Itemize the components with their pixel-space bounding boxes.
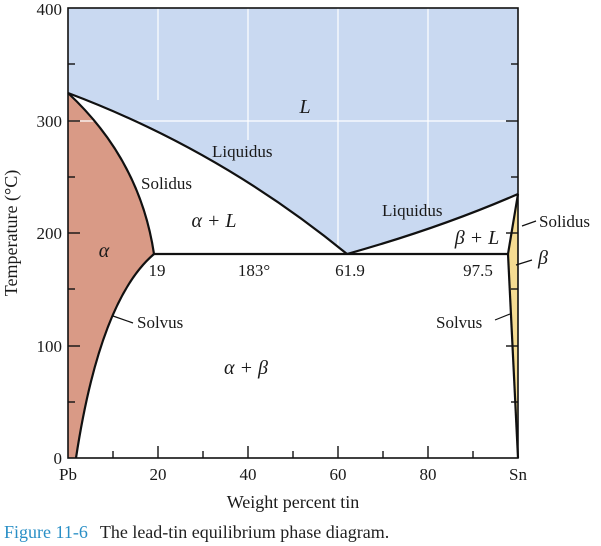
x-tick-label: 40 [240, 465, 257, 484]
eutectic-beta-value: 97.5 [463, 261, 493, 280]
solidus-left-label: Solidus [141, 174, 192, 193]
solvus-right-label: Solvus [436, 313, 482, 332]
alpha-region-label: α [99, 240, 110, 262]
leader-lines [112, 220, 537, 324]
x-right-label: Sn [509, 465, 527, 484]
liquidus-right-line [346, 192, 519, 256]
solidus-right-label: Solidus [539, 212, 590, 231]
x-left-label: Pb [59, 465, 77, 484]
eutectic-temp-value: 183° [238, 261, 270, 280]
alpha-liquid-label: α + L [191, 210, 236, 232]
x-tick-label: 60 [330, 465, 347, 484]
alpha-region [68, 93, 154, 458]
grid [68, 8, 518, 250]
y-tick-label: 100 [37, 337, 63, 356]
x-tick-label: 20 [150, 465, 167, 484]
solidus-left-line [67, 92, 156, 255]
alpha-beta-label: α + β [224, 357, 268, 379]
figure-title: The lead-tin equilibrium phase diagram. [99, 522, 390, 542]
figure-label: Figure 11-6 [4, 522, 88, 542]
figure-caption: Figure 11-6 The lead-tin equilibrium phas… [4, 522, 389, 543]
eutectic-alpha-value: 19 [149, 261, 166, 280]
liquidus-left-label: Liquidus [212, 142, 272, 161]
y-axis-title: Temperature (°C) [1, 170, 22, 296]
liquid-region-label: L [298, 96, 310, 118]
solvus-right-line [506, 253, 520, 459]
liquidus-right-label: Liquidus [382, 201, 442, 220]
beta-region-label: β [537, 247, 548, 269]
y-tick-label: 300 [37, 112, 63, 131]
x-tick-label: 80 [420, 465, 437, 484]
solvus-left-label: Solvus [137, 313, 183, 332]
liquid-region [68, 8, 518, 254]
y-tick-label: 400 [37, 0, 63, 19]
beta-liquid-label: β + L [454, 227, 500, 249]
ticks [68, 63, 518, 458]
liquidus-left-line [67, 91, 348, 255]
phase-diagram: 0 100 200 300 400 Pb 20 40 60 80 Sn Weig… [1, 0, 590, 512]
y-tick-label: 0 [54, 449, 63, 468]
phase-boundaries [67, 91, 520, 459]
solvus-left-line [74, 253, 155, 459]
eutectic-comp-value: 61.9 [335, 261, 365, 280]
x-axis-title: Weight percent tin [227, 492, 360, 512]
solidus-right-line [506, 193, 520, 255]
y-tick-label: 200 [37, 224, 63, 243]
